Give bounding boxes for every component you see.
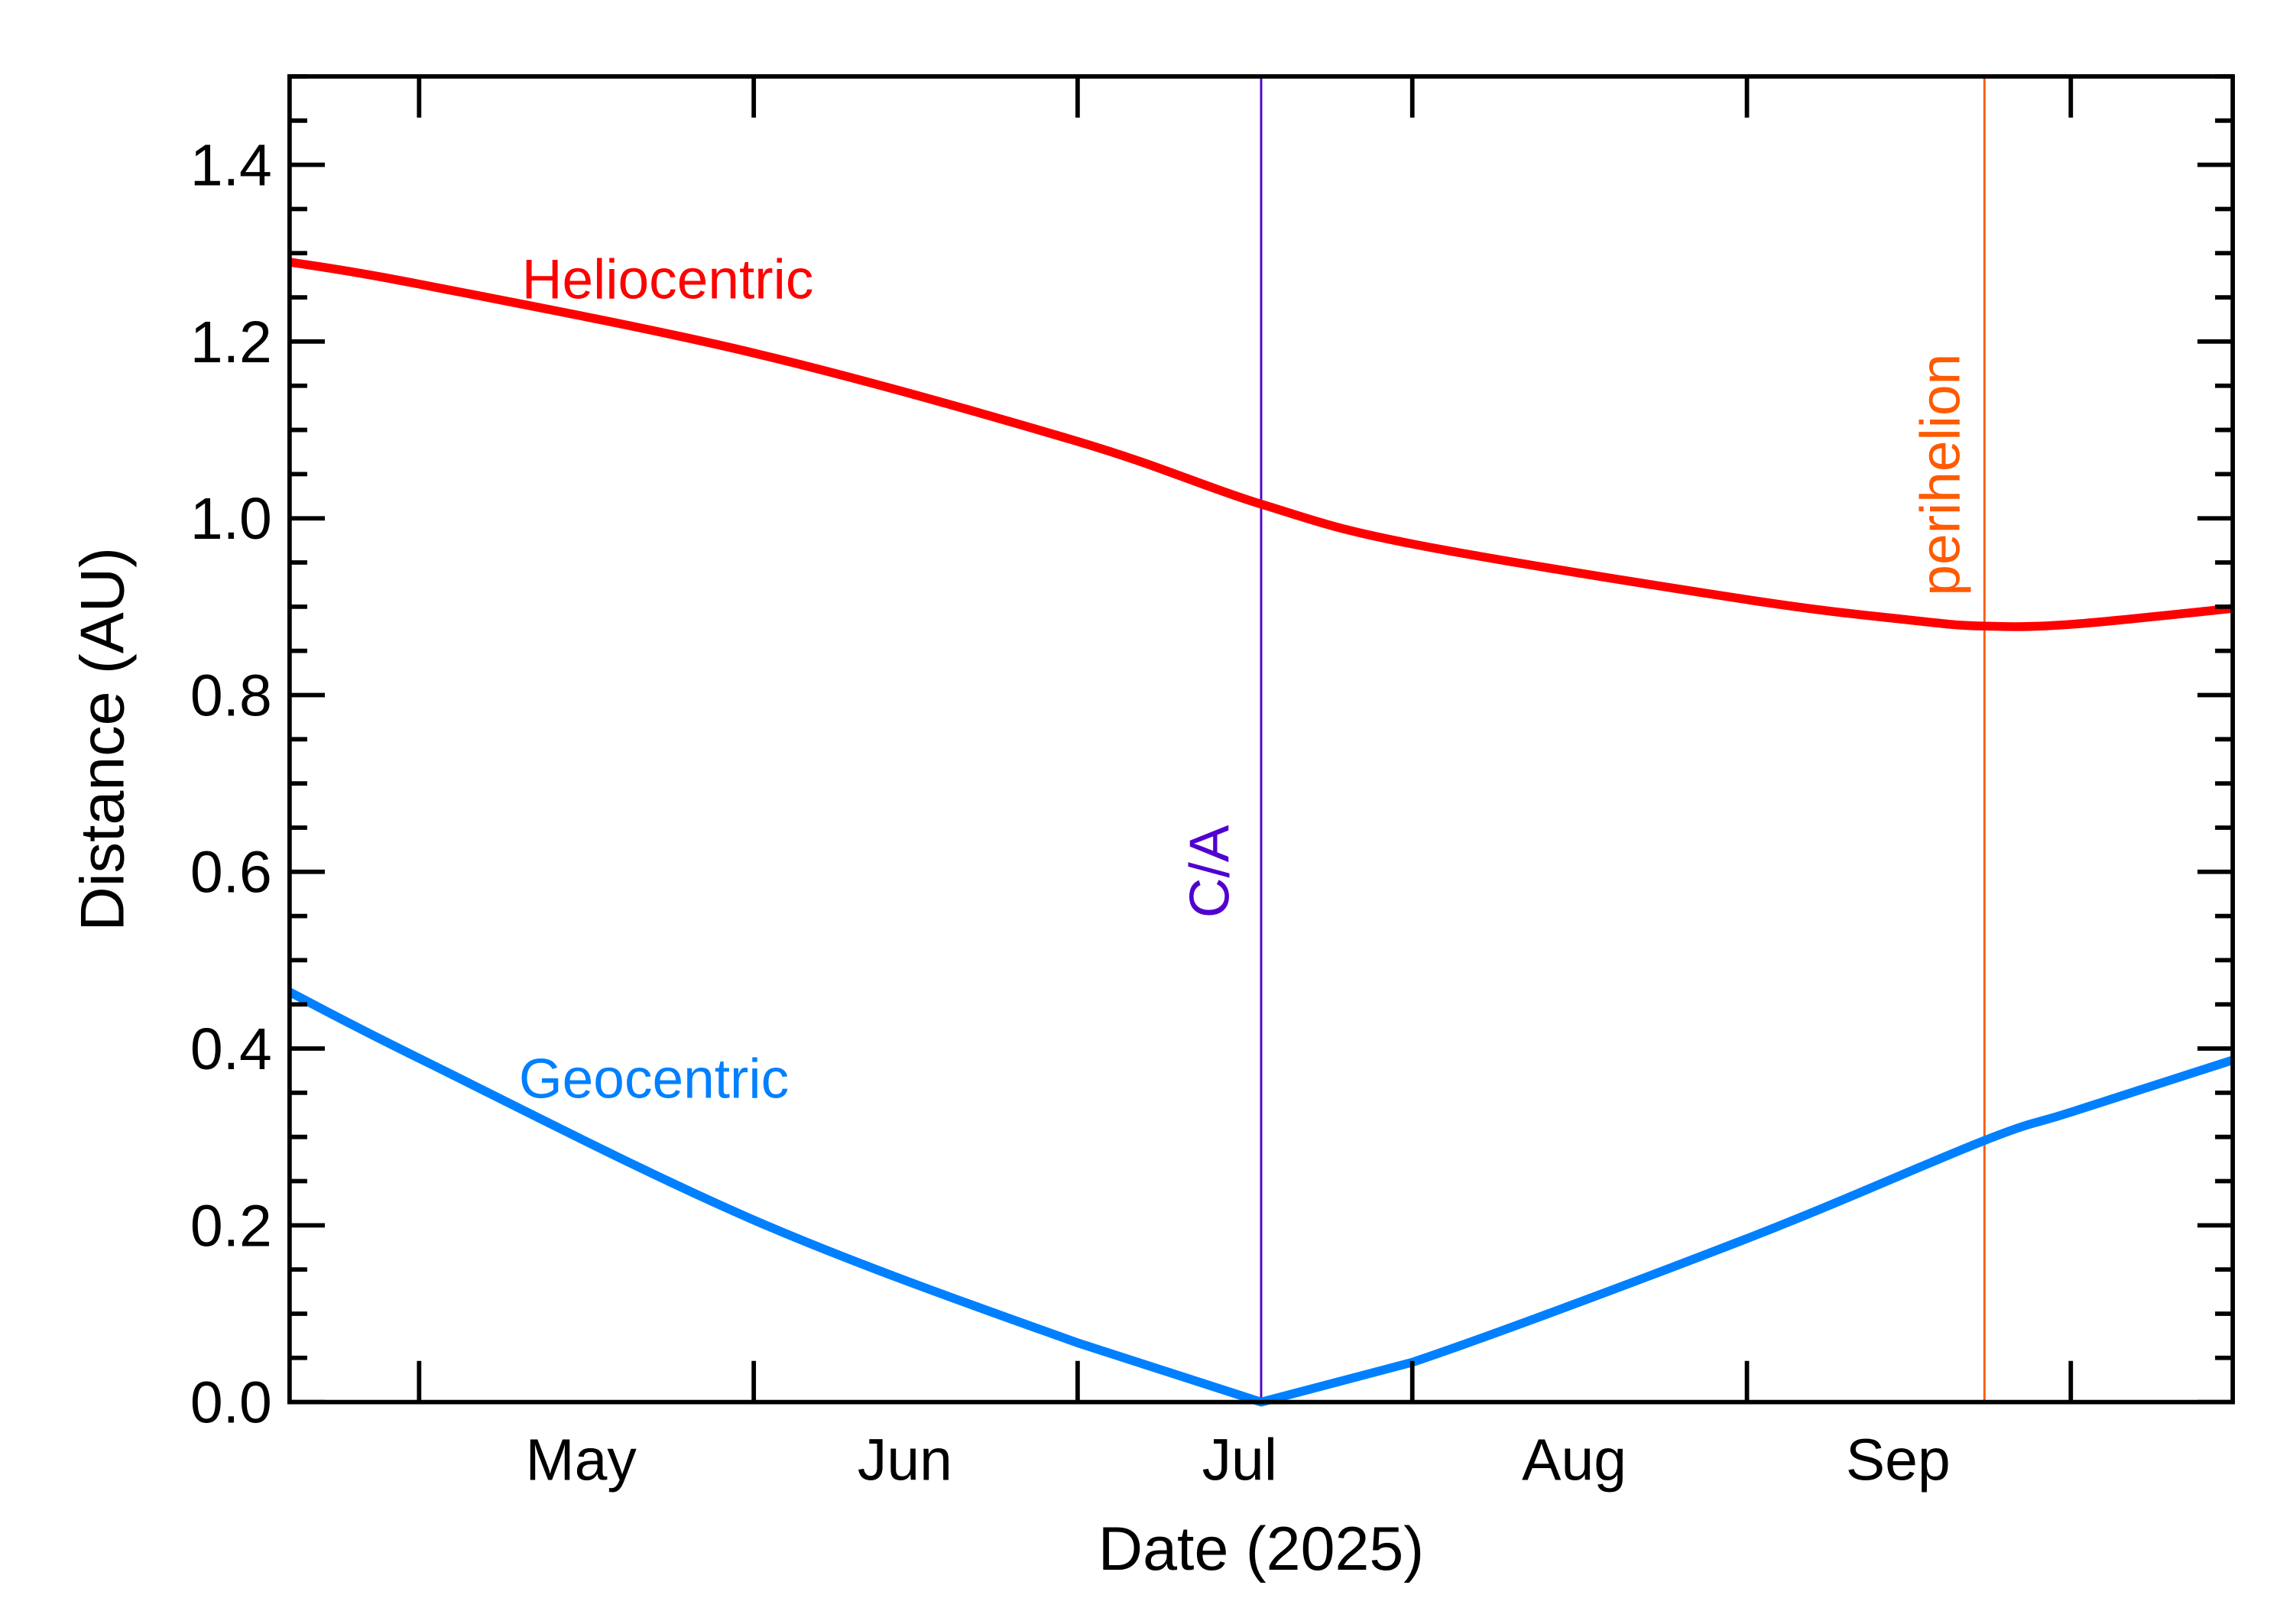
y-axis-label: Distance (AU): [69, 547, 138, 932]
y-tick-label: 0.8: [190, 663, 272, 728]
x-tick-label: Jun: [858, 1428, 952, 1493]
x-tick-label: May: [526, 1428, 637, 1493]
marker-label-ca: C/A: [1179, 825, 1241, 918]
y-tick-label: 1.4: [190, 133, 272, 199]
series-label-heliocentric: Heliocentric: [522, 248, 814, 310]
marker-label-perihelion: perihelion: [1909, 354, 1971, 596]
y-tick-label: 0.6: [190, 840, 272, 906]
x-tick-label: Jul: [1202, 1428, 1277, 1493]
y-tick-label: 1.0: [190, 486, 272, 552]
series-label-geocentric: Geocentric: [519, 1049, 789, 1110]
series-line-heliocentric: [288, 258, 2233, 631]
y-tick-label: 1.2: [190, 310, 272, 375]
x-tick-label: Sep: [1846, 1428, 1951, 1493]
x-tick-label: Aug: [1522, 1428, 1627, 1493]
y-tick-label: 0.0: [190, 1370, 272, 1436]
y-tick-label: 0.2: [190, 1193, 272, 1259]
y-tick-label: 0.4: [190, 1016, 272, 1082]
x-axis-label: Date (2025): [1098, 1515, 1424, 1583]
series-line-geocentric: [287, 987, 2234, 1407]
